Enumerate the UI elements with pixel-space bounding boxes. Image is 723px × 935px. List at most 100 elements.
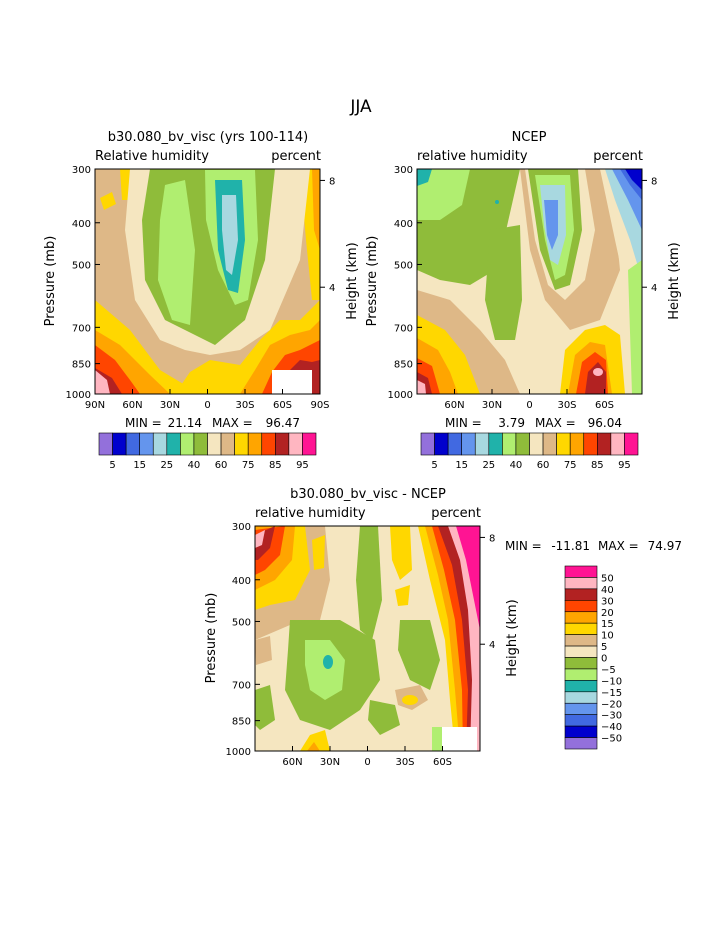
y2-tick-label: 8 [651,176,657,187]
legend-level-label: −15 [601,688,622,699]
legend-swatch [564,657,598,670]
legend-swatch [624,432,639,456]
panel-model-y-label: Pressure (mb) [43,236,58,327]
legend-swatch [556,432,571,456]
legend-level-label: 40 [601,585,614,596]
panel-ncep-max-label: MAX = [535,416,576,430]
legend-swatch [275,432,290,456]
panel-ncep-x-axis: 60N 30N 0 30S 60S [444,389,614,411]
legend-level-label: 75 [242,460,255,471]
field-band [625,169,642,190]
x-tick-label: 60N [122,400,142,411]
legend-swatch [529,432,544,456]
legend-swatch [564,611,598,624]
x-tick-label: 30S [557,400,576,411]
y-tick-label: 1000 [226,747,251,758]
panel-diff: b30.080_bv_visc - NCEP relative humidity… [204,487,682,768]
x-tick-label: 60S [595,400,614,411]
legend-level-label: 85 [591,460,604,471]
legend-level-label: 95 [618,460,631,471]
y-tick-label: 500 [394,260,413,271]
legend-swatch [98,432,113,456]
legend-level-label: 60 [537,460,550,471]
panel-diff-max-value: 74.97 [648,539,682,553]
field-band [158,180,195,325]
field-band [402,695,418,705]
field-band [628,260,642,394]
field-band [307,742,320,751]
y-tick-label: 700 [72,323,91,334]
legend-level-label: 15 [601,619,614,630]
y-tick-label: 400 [72,219,91,230]
legend-swatch [447,432,462,456]
legend-swatch [564,737,598,750]
field-band [456,526,480,630]
legend-level-label: 40 [188,460,201,471]
panel-model-max-label: MAX = [212,416,253,430]
panel-ncep-y2-label: Height (km) [667,242,682,319]
x-tick-label: 90S [310,400,329,411]
x-tick-label: 0 [526,400,532,411]
field-band [593,368,603,376]
x-tick-label: 60N [444,400,464,411]
y2-tick-label: 8 [489,533,495,544]
field-band [398,620,440,690]
legend-level-label: −30 [601,711,622,722]
field-band [305,640,345,700]
legend-swatch [564,588,598,601]
legend-swatch [610,432,625,456]
legend-swatch [569,432,585,456]
panel-model-legend: 5 15 25 40 60 75 85 95 [98,432,317,471]
legend-swatch [461,432,476,456]
legend-swatch [597,432,612,456]
y-tick-label: 300 [72,165,91,176]
legend-swatch [302,432,317,456]
x-tick-label: 60N [282,757,302,768]
legend-level-label: 85 [269,460,282,471]
legend-level-label: −50 [601,734,622,745]
panel-diff-right-label: percent [431,506,481,521]
panel-ncep-left-label: relative humidity [417,149,528,164]
legend-swatch [193,432,208,456]
legend-swatch [234,432,249,456]
panel-ncep-min-label: MIN = [445,416,482,430]
y-tick-label: 850 [232,717,251,728]
field-band [544,200,558,250]
y-tick-label: 500 [232,617,251,628]
panel-model-x-axis: 90N 60N 30N 0 30S 60S 90S [85,389,330,411]
y-tick-label: 400 [232,576,251,587]
field-band [120,169,130,200]
panel-diff-title: b30.080_bv_visc - NCEP [290,487,446,502]
x-tick-label: 30N [482,400,502,411]
panel-diff-field [255,526,480,751]
x-tick-label: 30N [320,757,340,768]
legend-level-label: 60 [215,460,228,471]
field-band [222,195,238,275]
field-band [485,225,522,340]
panel-ncep-legend: 5 15 25 40 60 75 85 95 [420,432,639,471]
legend-level-label: 5 [601,642,607,653]
legend-swatch [564,622,598,635]
legend-level-label: −40 [601,722,622,733]
legend-swatch [152,432,168,456]
field-band [95,370,110,394]
panel-diff-y2-label: Height (km) [505,599,520,676]
panel-model-min-label: MIN = [125,416,162,430]
field-band [255,685,275,730]
legend-swatch [434,432,449,456]
legend-swatch [564,577,598,590]
legend-level-label: −5 [601,665,616,676]
y2-tick-label: 4 [651,283,657,294]
field-band [417,169,432,186]
legend-swatch [564,565,598,578]
panel-ncep-y-axis: 300 400 500 700 850 1000 8 4 [388,165,658,401]
y-tick-label: 1000 [388,390,413,401]
legend-swatch [564,634,598,647]
legend-swatch [564,691,598,704]
legend-swatch [564,645,598,658]
panel-ncep-min-value: 3.79 [498,416,525,430]
panel-ncep: NCEP relative humidity percent [365,130,682,471]
panel-model-title: b30.080_bv_visc (yrs 100-114) [108,130,308,145]
